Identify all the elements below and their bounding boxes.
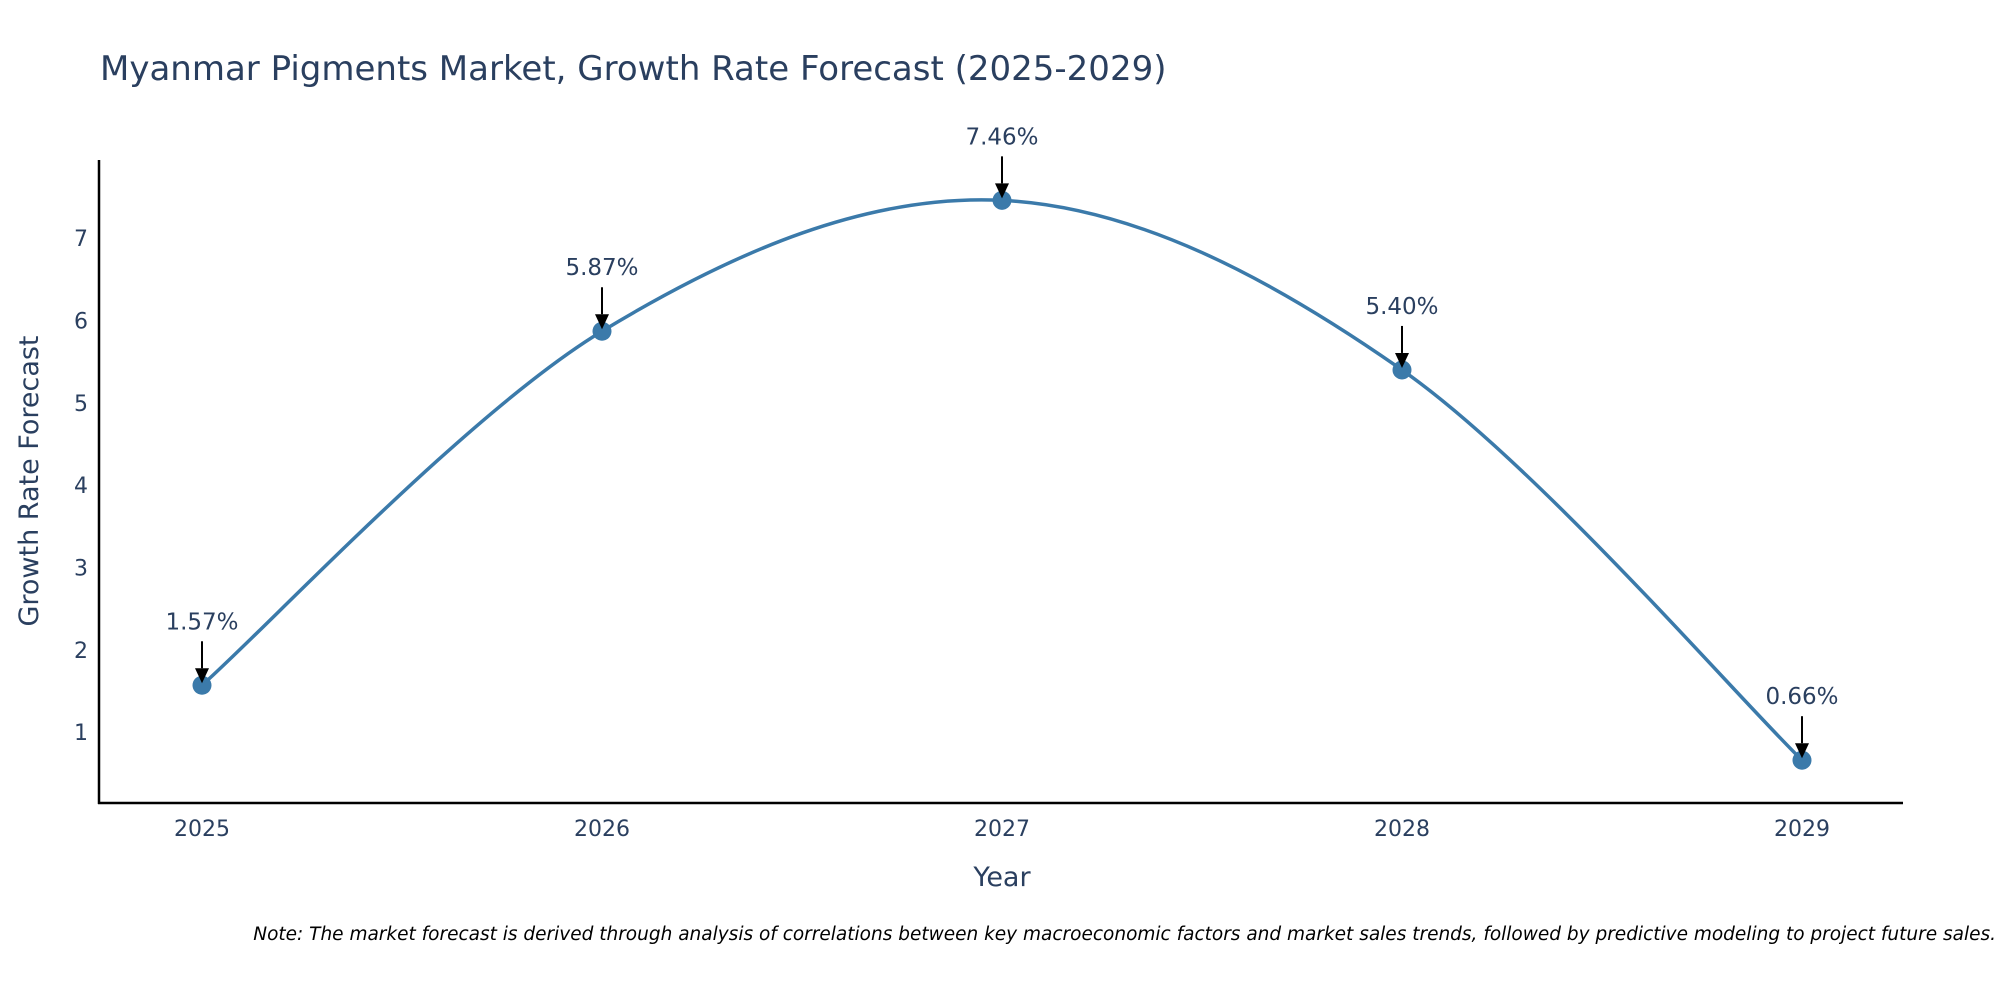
plot-area: 1.57% 5.87% 7.46% 5.40% 0.66% (165, 124, 1839, 770)
x-axis-title: Year (972, 862, 1031, 893)
data-label: 7.46% (965, 124, 1038, 150)
series-line (200, 198, 1804, 762)
annotation-arrow-head (195, 668, 209, 684)
data-label: 5.87% (565, 255, 638, 281)
y-tick-label: 3 (74, 557, 88, 582)
x-tick-label: 2025 (174, 817, 230, 842)
y-tick-label: 1 (74, 721, 88, 746)
y-tick-label: 7 (74, 227, 88, 252)
y-tick-label: 6 (74, 310, 88, 335)
annotation-arrow-head (595, 314, 609, 330)
x-tick-label: 2029 (1774, 817, 1830, 842)
data-point-marker (192, 675, 212, 695)
data-point-marker (992, 190, 1012, 210)
y-tick-label: 4 (74, 474, 88, 499)
y-axis-title: Growth Rate Forecast (14, 335, 45, 626)
annotation-arrow-head (1795, 743, 1809, 759)
footnote: Note: The market forecast is derived thr… (253, 924, 1996, 945)
x-tick-label: 2028 (1374, 817, 1430, 842)
x-tick-label: 2027 (974, 817, 1030, 842)
chart-title: Myanmar Pigments Market, Growth Rate For… (100, 49, 1166, 89)
y-tick-label: 5 (74, 392, 88, 417)
x-axis-ticks: 2025 2026 2027 2028 2029 (174, 817, 1830, 842)
data-point-marker (1392, 360, 1412, 380)
data-label: 0.66% (1765, 684, 1838, 710)
x-tick-label: 2026 (574, 817, 630, 842)
data-label: 1.57% (165, 609, 238, 635)
data-label: 5.40% (1365, 294, 1438, 320)
annotation-arrow-head (1395, 352, 1409, 368)
y-axis-ticks: 1 2 3 4 5 6 7 (74, 227, 88, 746)
data-point-marker (592, 321, 612, 341)
data-point-marker (1792, 750, 1812, 770)
annotation-arrow-head (995, 183, 1009, 199)
y-tick-label: 2 (74, 639, 88, 664)
